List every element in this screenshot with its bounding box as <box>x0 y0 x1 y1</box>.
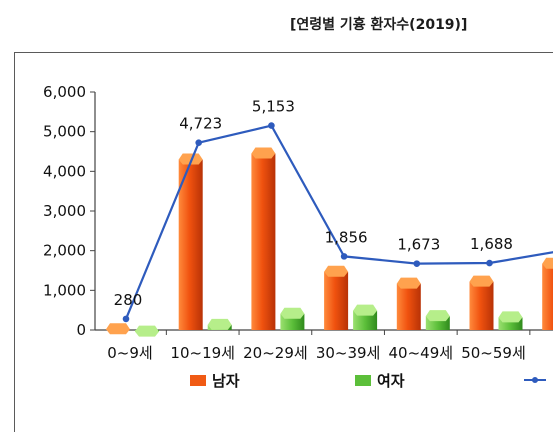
legend-label-male: 남자 <box>212 371 240 390</box>
bar-male-top <box>469 275 494 287</box>
y-tick-label: 5,000 <box>43 123 86 141</box>
bar-male-top <box>396 277 421 289</box>
line-point <box>486 259 493 267</box>
legend-item-male: 남자 <box>190 370 240 390</box>
bar-male <box>251 153 276 330</box>
data-label: 280 <box>114 291 143 309</box>
data-label: 4,723 <box>179 115 222 133</box>
legend-swatch-male <box>190 374 206 386</box>
legend-label-female: 여자 <box>377 371 405 390</box>
line-point <box>122 315 130 323</box>
data-label: 1,673 <box>397 236 440 254</box>
legend-item-total <box>524 370 546 390</box>
data-label: 1,688 <box>470 235 513 253</box>
x-tick-label: 0~9세 <box>107 344 152 362</box>
bar-male <box>396 283 421 330</box>
y-tick-label: 4,000 <box>43 162 86 180</box>
bar-male-top <box>106 323 130 335</box>
line-point <box>413 260 421 267</box>
x-tick-label: 20~29세 <box>243 344 308 362</box>
bar-female-top <box>280 307 305 319</box>
y-tick-label: 3,000 <box>43 202 86 220</box>
data-label: 1,856 <box>325 228 368 246</box>
bar-male-top <box>324 265 349 277</box>
bar-female-top <box>425 310 450 322</box>
bar-female-top <box>498 311 523 323</box>
chart-title: [연령별 기흉 환자수(2019)] <box>290 17 468 33</box>
x-tick-label: 40~49세 <box>389 344 454 362</box>
bar-male <box>178 159 203 330</box>
bar-male-top <box>178 153 203 165</box>
line-point <box>340 253 348 260</box>
bar-female-top <box>207 318 232 330</box>
x-tick-label: 30~39세 <box>316 344 381 362</box>
x-tick-label: 10~19세 <box>170 344 235 362</box>
y-tick-label: 6,000 <box>43 83 86 101</box>
line-point <box>195 139 202 146</box>
bar-male <box>324 271 349 330</box>
bar-female-top <box>135 325 159 337</box>
legend-item-female: 여자 <box>355 370 405 390</box>
bar-male <box>542 263 553 330</box>
legend-swatch-total <box>524 375 546 385</box>
bar-male-top <box>542 257 553 269</box>
bar-female-top <box>353 304 378 316</box>
chart-plot: 0 1,000 2,000 3,000 4,000 5,000 6,000 0~9세 10~19… <box>43 83 553 362</box>
line-point <box>268 122 275 129</box>
bar-male <box>469 281 494 330</box>
legend-swatch-female <box>355 374 371 386</box>
y-tick-label: 0 <box>76 321 86 339</box>
chart-frame <box>14 52 553 432</box>
bar-male-top <box>251 147 276 159</box>
y-tick-label: 2,000 <box>43 242 86 260</box>
x-tick-label: 50~59세 <box>461 344 526 362</box>
y-tick-label: 1,000 <box>43 281 86 299</box>
data-label: 5,153 <box>252 98 295 116</box>
